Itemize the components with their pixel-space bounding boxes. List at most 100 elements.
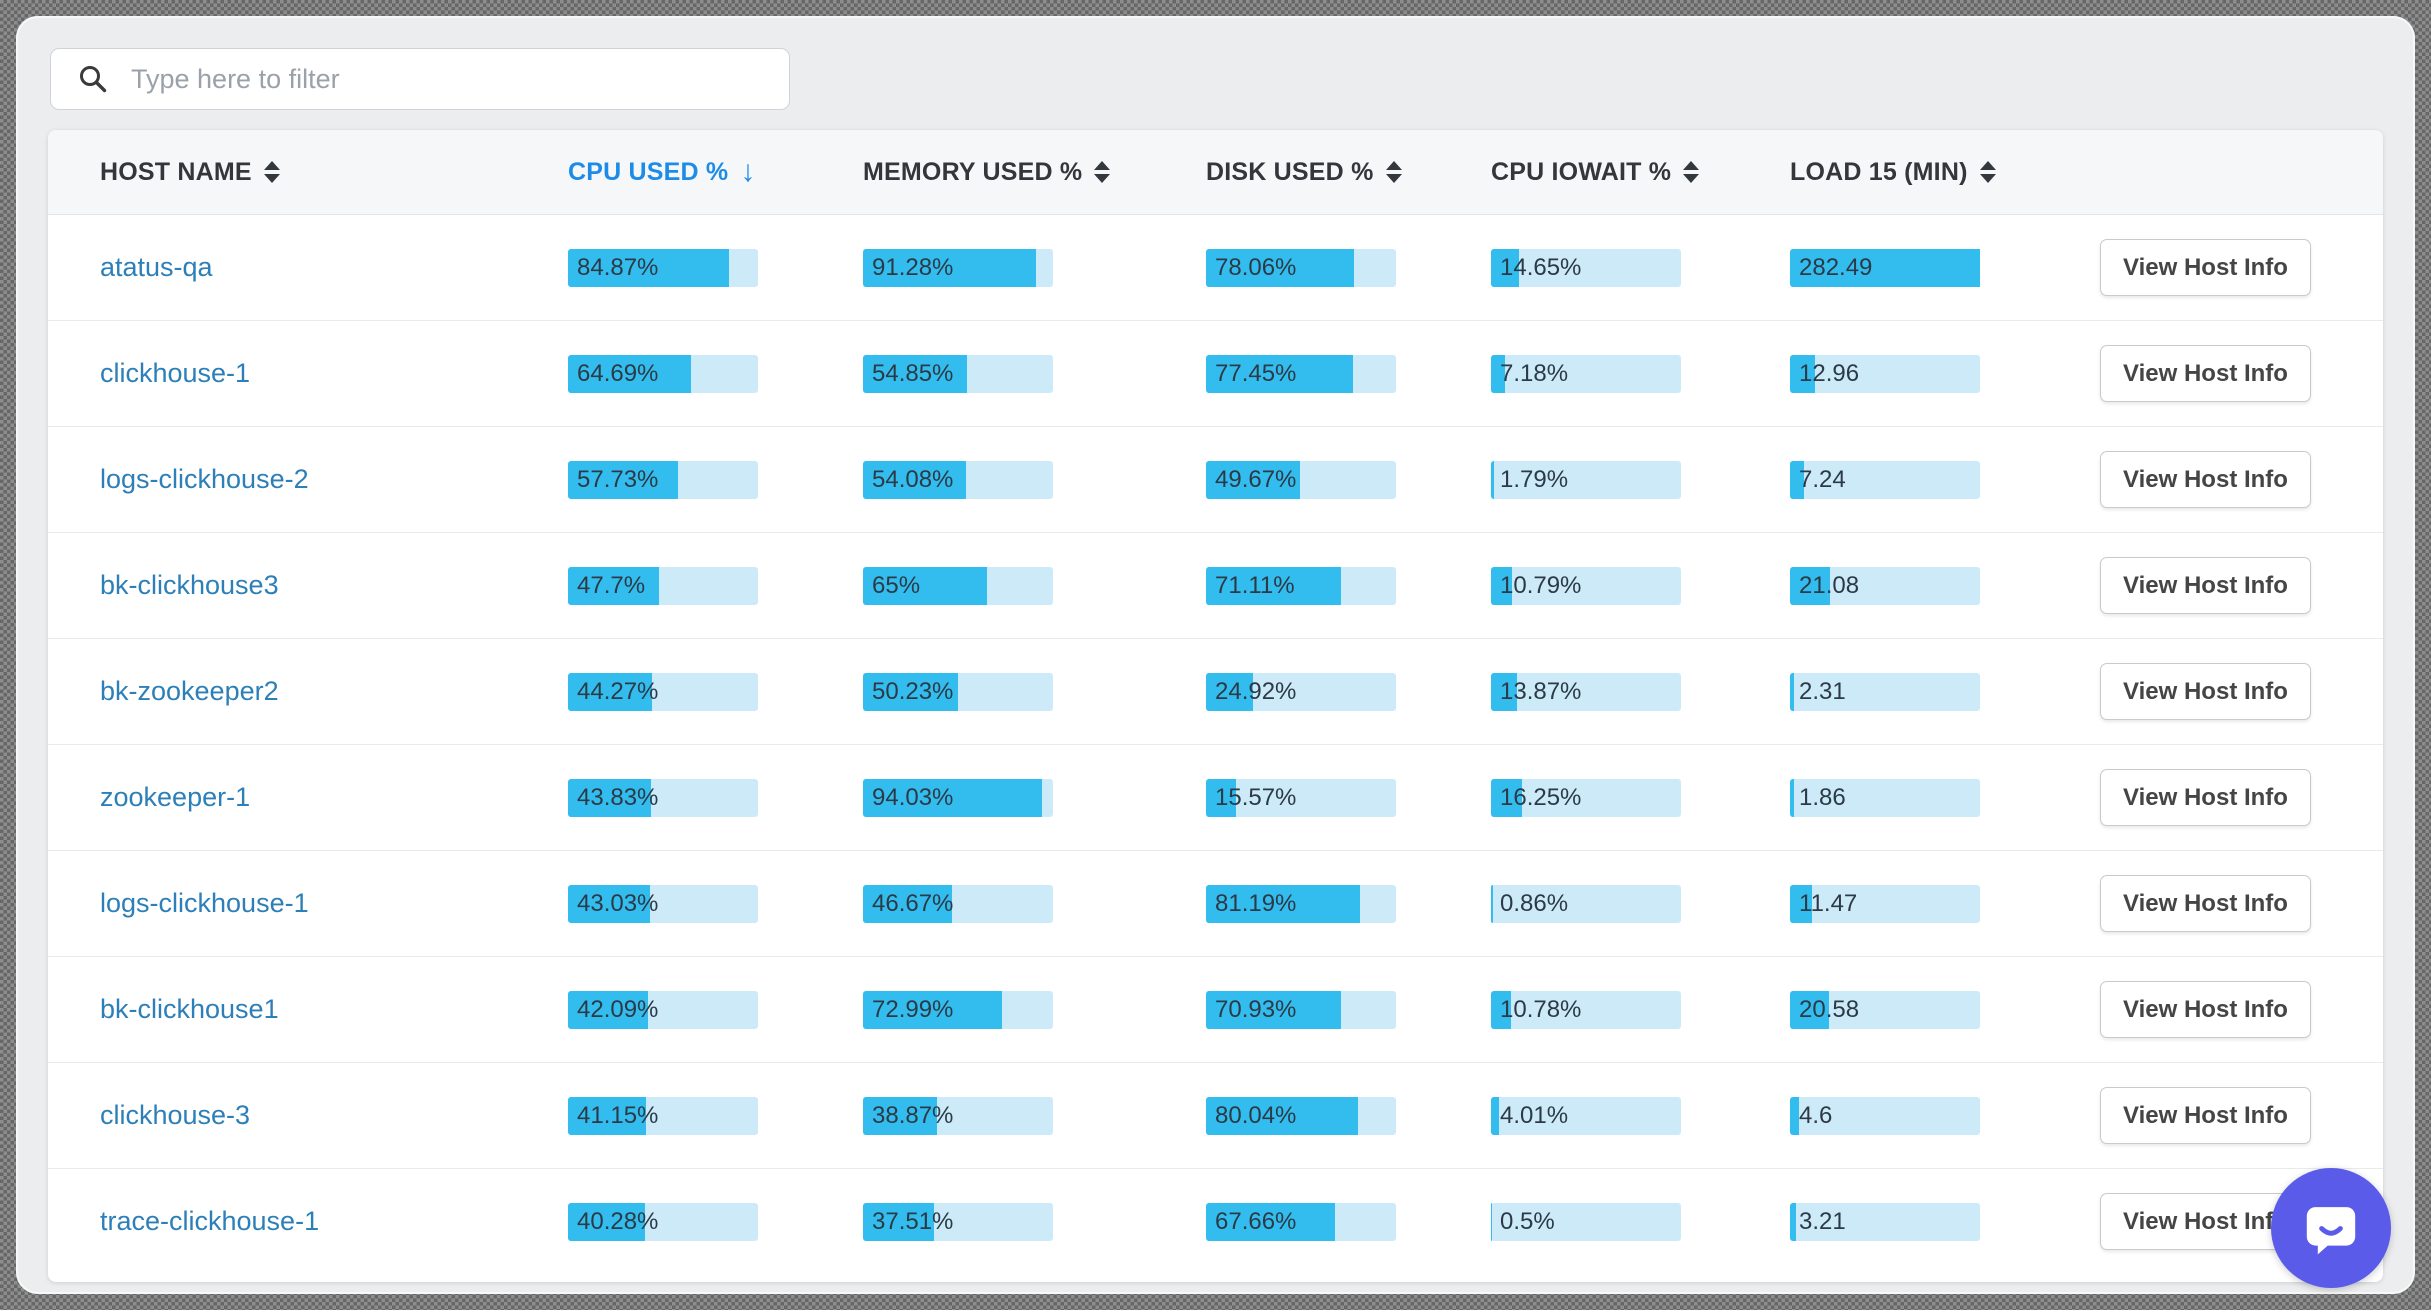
iowait-usage-bar: 13.87% bbox=[1491, 672, 1681, 711]
disk-usage-bar: 78.06% bbox=[1206, 248, 1396, 287]
column-header[interactable]: DISK USED % ↓ bbox=[1206, 158, 1491, 187]
view-host-info-button[interactable]: View Host Info bbox=[2100, 345, 2311, 402]
sort-icon bbox=[1385, 161, 1402, 183]
usage-bar-value: 2.31 bbox=[1799, 677, 1846, 705]
table-row: logs-clickhouse-2 57.73% 54.08% 49.67% 1… bbox=[48, 426, 2383, 532]
column-header[interactable]: MEMORY USED % ↓ bbox=[863, 158, 1206, 187]
column-header[interactable]: CPU IOWAIT % ↓ bbox=[1491, 158, 1790, 187]
memory-usage-bar: 54.85% bbox=[863, 354, 1053, 393]
load15-usage-bar: 21.08 bbox=[1790, 566, 1980, 605]
usage-bar-fill bbox=[1491, 566, 1512, 605]
usage-bar-value: 0.86% bbox=[1500, 889, 1569, 917]
column-label: HOST NAME bbox=[100, 157, 252, 186]
usage-bar-fill bbox=[1491, 460, 1495, 499]
usage-bar-fill bbox=[1206, 354, 1354, 393]
usage-bar-value: 80.04% bbox=[1215, 1101, 1297, 1129]
usage-bar-fill bbox=[1206, 566, 1342, 605]
chat-launcher-button[interactable] bbox=[2271, 1168, 2391, 1288]
iowait-usage-bar: 16.25% bbox=[1491, 778, 1681, 817]
usage-bar-value: 7.18% bbox=[1500, 359, 1569, 387]
cpu-usage-bar: 43.83% bbox=[568, 778, 758, 817]
usage-bar-fill bbox=[568, 1096, 647, 1135]
usage-bar-value: 1.86 bbox=[1799, 783, 1846, 811]
usage-bar-fill bbox=[1790, 990, 1830, 1029]
cpu-usage-bar: 57.73% bbox=[568, 460, 758, 499]
view-host-info-button[interactable]: View Host Info bbox=[2100, 875, 2311, 932]
usage-bar-value: 21.08 bbox=[1799, 571, 1860, 599]
usage-bar-value: 10.78% bbox=[1500, 995, 1582, 1023]
host-link[interactable]: bk-clickhouse3 bbox=[100, 570, 279, 600]
sort-icon bbox=[1979, 161, 1996, 183]
disk-usage-bar: 80.04% bbox=[1206, 1096, 1396, 1135]
usage-bar-value: 44.27% bbox=[577, 677, 659, 705]
host-monitor-table: HOST NAME ↓ CPU USED % ↓ MEMORY USED % ↓… bbox=[48, 130, 2383, 1282]
column-header[interactable]: LOAD 15 (MIN) ↓ bbox=[1790, 158, 2100, 187]
usage-bar-value: 1.79% bbox=[1500, 465, 1569, 493]
usage-bar-value: 54.08% bbox=[872, 465, 954, 493]
memory-usage-bar: 50.23% bbox=[863, 672, 1053, 711]
usage-bar-fill bbox=[863, 354, 968, 393]
host-link[interactable]: clickhouse-3 bbox=[100, 1100, 251, 1130]
disk-usage-bar: 15.57% bbox=[1206, 778, 1396, 817]
table-row: bk-zookeeper2 44.27% 50.23% 24.92% 13.87… bbox=[48, 638, 2383, 744]
host-link[interactable]: logs-clickhouse-1 bbox=[100, 888, 309, 918]
usage-bar-fill bbox=[1206, 248, 1355, 287]
host-link[interactable]: clickhouse-1 bbox=[100, 358, 251, 388]
usage-bar-fill bbox=[863, 566, 987, 605]
disk-usage-bar: 71.11% bbox=[1206, 566, 1396, 605]
usage-bar-value: 47.7% bbox=[577, 571, 646, 599]
usage-bar-value: 40.28% bbox=[577, 1207, 659, 1235]
usage-bar-value: 43.03% bbox=[577, 889, 659, 917]
table-row: zookeeper-1 43.83% 94.03% 15.57% 16.25% … bbox=[48, 744, 2383, 850]
view-host-info-button[interactable]: View Host Info bbox=[2100, 1087, 2311, 1144]
usage-bar-fill bbox=[1491, 884, 1493, 923]
usage-bar-fill bbox=[568, 248, 730, 287]
disk-usage-bar: 24.92% bbox=[1206, 672, 1396, 711]
memory-usage-bar: 72.99% bbox=[863, 990, 1053, 1029]
cpu-usage-bar: 84.87% bbox=[568, 248, 758, 287]
host-link[interactable]: trace-clickhouse-1 bbox=[100, 1206, 320, 1236]
usage-bar-fill bbox=[1790, 248, 1980, 287]
usage-bar-fill bbox=[1790, 1096, 1799, 1135]
host-link[interactable]: zookeeper-1 bbox=[100, 782, 251, 812]
view-host-info-button[interactable]: View Host Info bbox=[2100, 981, 2311, 1038]
usage-bar-value: 13.87% bbox=[1500, 677, 1582, 705]
view-host-info-button[interactable]: View Host Info bbox=[2100, 663, 2311, 720]
usage-bar-fill bbox=[1206, 1096, 1359, 1135]
host-link[interactable]: logs-clickhouse-2 bbox=[100, 464, 309, 494]
iowait-usage-bar: 0.5% bbox=[1491, 1202, 1681, 1241]
iowait-usage-bar: 10.78% bbox=[1491, 990, 1681, 1029]
chat-bubble-icon bbox=[2306, 1207, 2356, 1255]
host-link[interactable]: bk-clickhouse1 bbox=[100, 994, 279, 1024]
table-row: atatus-qa 84.87% 91.28% 78.06% 14.65% 28… bbox=[48, 215, 2383, 320]
column-label: MEMORY USED % bbox=[863, 157, 1083, 186]
sort-icon bbox=[1094, 161, 1111, 183]
usage-bar-value: 57.73% bbox=[577, 465, 659, 493]
usage-bar-fill bbox=[1790, 1202, 1797, 1241]
memory-usage-bar: 65% bbox=[863, 566, 1053, 605]
column-label: CPU IOWAIT % bbox=[1491, 157, 1672, 186]
usage-bar-value: 81.19% bbox=[1215, 889, 1297, 917]
load15-usage-bar: 1.86 bbox=[1790, 778, 1980, 817]
view-host-info-button[interactable]: View Host Info bbox=[2100, 239, 2311, 296]
cpu-usage-bar: 42.09% bbox=[568, 990, 758, 1029]
view-host-info-button[interactable]: View Host Info bbox=[2100, 451, 2311, 508]
sort-icon bbox=[1683, 161, 1700, 183]
usage-bar-fill bbox=[863, 990, 1002, 1029]
column-header[interactable]: CPU USED % ↓ bbox=[568, 157, 863, 187]
host-link[interactable]: bk-zookeeper2 bbox=[100, 676, 279, 706]
usage-bar-value: 10.79% bbox=[1500, 571, 1582, 599]
filter-input[interactable] bbox=[129, 62, 763, 96]
column-header[interactable]: HOST NAME ↓ bbox=[48, 158, 568, 187]
usage-bar-fill bbox=[863, 778, 1042, 817]
memory-usage-bar: 91.28% bbox=[863, 248, 1053, 287]
usage-bar-value: 70.93% bbox=[1215, 995, 1297, 1023]
table-row: clickhouse-3 41.15% 38.87% 80.04% 4.01% … bbox=[48, 1062, 2383, 1168]
view-host-info-button[interactable]: View Host Info bbox=[2100, 557, 2311, 614]
usage-bar-fill bbox=[1206, 672, 1254, 711]
column-label: LOAD 15 (MIN) bbox=[1790, 157, 1968, 186]
usage-bar-value: 64.69% bbox=[577, 359, 659, 387]
host-link[interactable]: atatus-qa bbox=[100, 252, 213, 282]
usage-bar-value: 54.85% bbox=[872, 359, 954, 387]
view-host-info-button[interactable]: View Host Info bbox=[2100, 769, 2311, 826]
